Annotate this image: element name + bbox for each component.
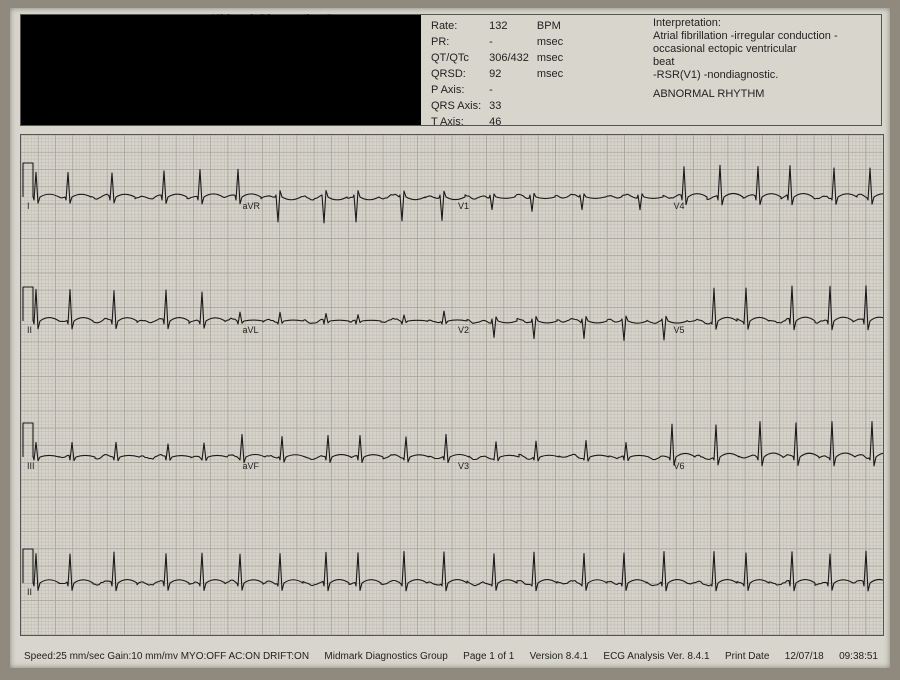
footer-date: 12/07/18 (785, 651, 824, 662)
metric-label: P Axis: (431, 83, 487, 97)
svg-text:V1: V1 (458, 201, 469, 211)
metric-unit (537, 99, 569, 113)
metric-value: - (489, 83, 535, 97)
metric-unit: BPM (537, 19, 569, 33)
metric-unit: msec (537, 35, 569, 49)
metric-label: QRSD: (431, 67, 487, 81)
svg-text:III: III (27, 461, 35, 471)
footer-time: 09:38:51 (839, 651, 878, 662)
metric-unit: msec (537, 67, 569, 81)
svg-text:II: II (27, 325, 32, 335)
footer-group: Midmark Diagnostics Group (324, 651, 447, 662)
interpretation-block: Interpretation: Atrial fibrillation -irr… (653, 17, 885, 101)
svg-text:aVL: aVL (243, 325, 259, 335)
svg-text:V4: V4 (674, 201, 685, 211)
abnormal-rhythm-label: ABNORMAL RHYTHM (653, 88, 885, 101)
metric-value: 46 (489, 115, 535, 129)
metric-label: PR: (431, 35, 487, 49)
svg-text:V2: V2 (458, 325, 469, 335)
metrics-table: Rate:132BPMPR:-msecQT/QTc306/432msecQRSD… (429, 17, 571, 131)
footer-page: Page 1 of 1 (463, 651, 514, 662)
metric-label: T Axis: (431, 115, 487, 129)
ecg-svg: IaVRV1V4IIaVLV2V5IIIaVFV3V6II (21, 135, 883, 635)
metric-value: 33 (489, 99, 535, 113)
footer-version: Version 8.4.1 (530, 651, 588, 662)
svg-text:II: II (27, 587, 32, 597)
metric-unit (537, 115, 569, 129)
interpretation-title: Interpretation: (653, 17, 885, 30)
report-header: Midmark Diagnostics Group Rate:132BPMPR:… (20, 14, 882, 126)
metric-value: - (489, 35, 535, 49)
metric-value: 132 (489, 19, 535, 33)
metric-unit (537, 83, 569, 97)
metric-value: 92 (489, 67, 535, 81)
metric-label: Rate: (431, 19, 487, 33)
ecg-grid: IaVRV1V4IIaVLV2V5IIIaVFV3V6II (20, 134, 884, 636)
svg-text:V5: V5 (674, 325, 685, 335)
interpretation-text: Atrial fibrillation -irregular conductio… (653, 30, 885, 82)
metric-label: QT/QTc (431, 51, 487, 65)
metric-label: QRS Axis: (431, 99, 487, 113)
metric-value: 306/432 (489, 51, 535, 65)
patient-redacted-block (21, 15, 421, 125)
ecg-report-sheet: Midmark Diagnostics Group Rate:132BPM PR:… (10, 8, 890, 668)
footer-analysis: ECG Analysis Ver. 8.4.1 (603, 651, 709, 662)
svg-text:V3: V3 (458, 461, 469, 471)
footer-speed: Speed:25 mm/sec Gain:10 mm/mv MYO:OFF AC… (24, 651, 309, 662)
svg-text:aVF: aVF (243, 461, 260, 471)
report-footer: Speed:25 mm/sec Gain:10 mm/mv MYO:OFF AC… (24, 651, 878, 662)
footer-print: Print Date (725, 651, 769, 662)
metric-unit: msec (537, 51, 569, 65)
svg-text:aVR: aVR (243, 201, 261, 211)
svg-text:I: I (27, 201, 30, 211)
